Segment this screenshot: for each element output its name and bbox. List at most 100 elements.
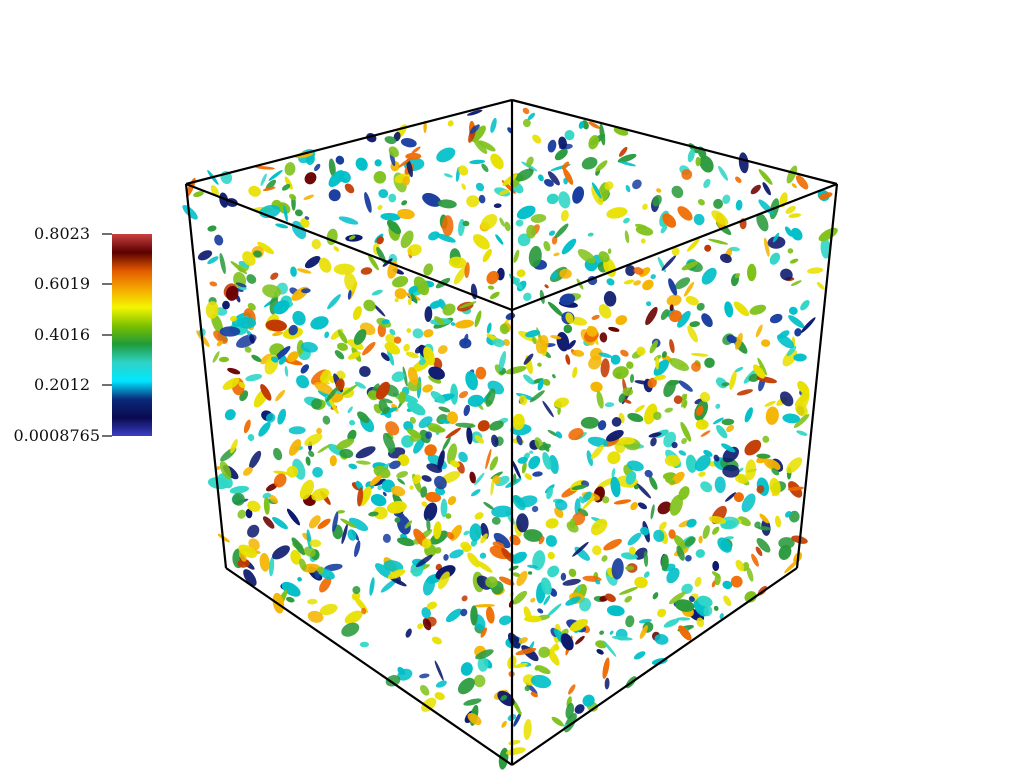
isosurface-blob: [459, 301, 477, 309]
isosurface-blob: [668, 278, 678, 296]
isosurface-blob: [485, 388, 496, 407]
isosurface-blob: [656, 188, 662, 193]
isosurface-blob: [790, 227, 803, 241]
isosurface-blob: [782, 413, 800, 424]
isosurface-blob: [733, 301, 750, 317]
isosurface-blob: [387, 569, 406, 580]
isosurface-blob: [744, 439, 762, 456]
isosurface-blob: [405, 351, 419, 359]
isosurface-blob: [391, 371, 405, 383]
isosurface-blob: [681, 393, 688, 408]
isosurface-blob: [625, 265, 636, 277]
isosurface-blob: [300, 364, 310, 374]
isosurface-blob: [726, 334, 737, 344]
isosurface-blob: [572, 366, 578, 379]
isosurface-blob: [508, 740, 521, 745]
isosurface-blob: [721, 382, 730, 387]
isosurface-blob: [439, 419, 451, 424]
isosurface-blob: [248, 185, 261, 197]
isosurface-blob: [479, 552, 487, 559]
isosurface-blob: [568, 684, 576, 695]
isosurface-blob: [193, 191, 204, 198]
isosurface-blob: [517, 233, 531, 247]
isosurface-blob: [568, 428, 584, 441]
isosurface-blob: [516, 435, 523, 446]
isosurface-blob: [493, 203, 502, 209]
isosurface-blob: [524, 615, 542, 623]
isosurface-blob: [606, 430, 624, 442]
isosurface-blob: [385, 421, 400, 436]
isosurface-blob: [303, 546, 316, 557]
isosurface-blob: [784, 226, 793, 237]
isosurface-blob: [288, 193, 297, 201]
isosurface-blob: [587, 232, 594, 237]
isosurface-blob: [381, 398, 393, 404]
isosurface-blob: [600, 358, 610, 378]
isosurface-blob: [406, 159, 413, 178]
isosurface-blob: [544, 284, 549, 289]
isosurface-blob: [334, 350, 345, 360]
isosurface-blob: [428, 375, 442, 384]
isosurface-blob: [222, 300, 230, 310]
isosurface-blob: [311, 488, 330, 501]
isosurface-blob: [582, 495, 595, 510]
isosurface-blob: [349, 419, 356, 426]
cube-edge: [511, 182, 838, 312]
isosurface-blob: [435, 680, 447, 688]
isosurface-blob: [245, 374, 263, 382]
isosurface-blob: [219, 192, 229, 208]
isosurface-blob: [685, 555, 692, 562]
isosurface-blob: [388, 146, 399, 158]
isosurface-blob: [633, 484, 639, 490]
isosurface-blob: [577, 508, 589, 517]
isosurface-blob: [515, 168, 534, 182]
isosurface-blob: [355, 157, 368, 171]
isosurface-blob: [522, 107, 530, 115]
isosurface-blob: [312, 466, 323, 478]
isosurface-blob: [498, 350, 507, 372]
isosurface-blob: [262, 284, 282, 298]
isosurface-blob: [423, 346, 435, 366]
isosurface-blob: [513, 413, 524, 426]
isosurface-blob: [333, 263, 355, 275]
isosurface-blob: [693, 213, 705, 226]
isosurface-blob: [412, 474, 422, 485]
isosurface-blob: [428, 366, 445, 380]
isosurface-blob: [426, 518, 431, 531]
isosurface-blob: [463, 530, 470, 536]
isosurface-blob: [268, 494, 278, 504]
isosurface-blob: [611, 635, 633, 641]
isosurface-blob: [424, 306, 433, 322]
isosurface-blob: [449, 549, 464, 559]
isosurface-blob: [495, 234, 504, 245]
isosurface-blob: [689, 321, 701, 328]
isosurface-blob: [535, 665, 551, 675]
isosurface-blob: [288, 324, 298, 336]
isosurface-blob: [443, 554, 449, 561]
isosurface-blob: [458, 390, 469, 399]
isosurface-blob: [363, 299, 376, 312]
isosurface-blob: [530, 674, 552, 689]
isosurface-blob: [407, 367, 419, 386]
isosurface-blob: [247, 302, 256, 311]
isosurface-blob: [508, 565, 519, 571]
isosurface-blob: [681, 261, 699, 271]
isosurface-blob: [678, 625, 692, 641]
isosurface-blob: [464, 262, 470, 279]
isosurface-blob: [580, 416, 599, 429]
isosurface-blob: [389, 460, 401, 470]
isosurface-blob: [372, 478, 387, 487]
isosurface-blob: [542, 452, 552, 470]
isosurface-blob: [434, 547, 442, 554]
isosurface-blob: [716, 425, 728, 439]
isosurface-blob: [236, 316, 257, 329]
isosurface-blob: [404, 520, 413, 529]
isosurface-blob: [678, 380, 693, 392]
isosurface-blob: [671, 471, 685, 485]
isosurface-blob: [446, 443, 458, 465]
isosurface-blob: [283, 205, 288, 222]
isosurface-blob: [373, 465, 391, 479]
isosurface-blob: [661, 554, 669, 571]
isosurface-blob: [807, 267, 824, 274]
